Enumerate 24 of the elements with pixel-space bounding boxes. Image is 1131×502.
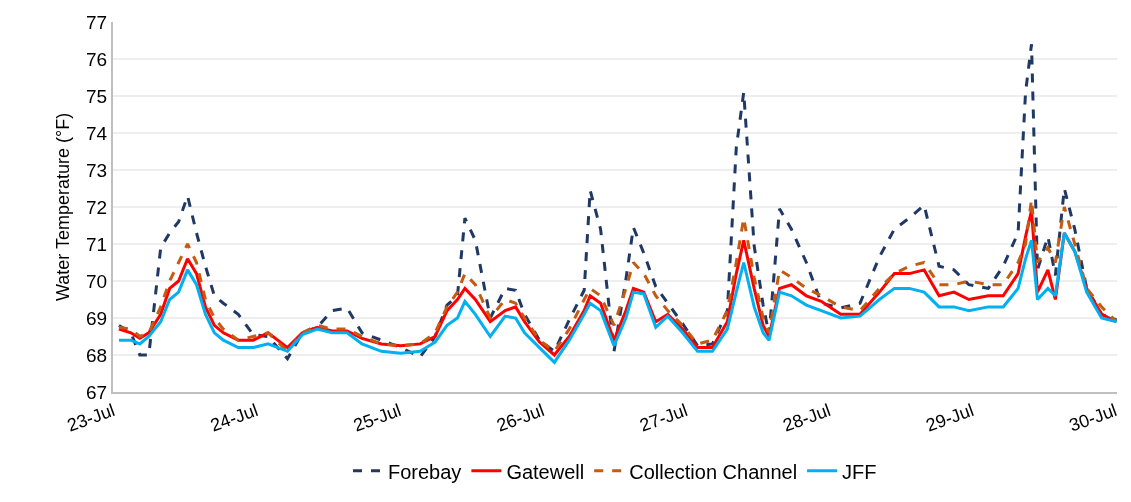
y-tick-label: 69 (86, 307, 108, 329)
legend-label: Collection Channel (629, 460, 798, 483)
legend-label: JFF (842, 460, 877, 483)
y-tick-label: 68 (86, 344, 108, 366)
y-tick-label: 75 (86, 85, 108, 107)
x-tick-label: 23-Jul (64, 400, 118, 436)
legend-label: Gatewell (506, 460, 585, 483)
y-tick-label: 74 (86, 122, 108, 144)
x-tick-label: 25-Jul (350, 400, 404, 436)
x-tick-label: 26-Jul (493, 400, 547, 436)
y-axis-title: Water Temperature (°F) (52, 112, 73, 302)
y-tick-label: 67 (86, 381, 108, 403)
y-tick-label: 76 (86, 48, 108, 70)
y-tick-label: 77 (86, 11, 108, 33)
x-tick-label: 29-Jul (923, 400, 977, 436)
x-tick-label: 28-Jul (780, 400, 834, 436)
x-tick-label: 27-Jul (637, 400, 691, 436)
y-tick-label: 72 (86, 196, 108, 218)
legend-label: Forebay (388, 460, 462, 483)
y-tick-label: 73 (86, 159, 108, 181)
x-tick-label: 30-Jul (1066, 400, 1120, 436)
y-tick-label: 70 (86, 270, 108, 292)
x-tick-label: 24-Jul (207, 400, 261, 436)
y-tick-label: 71 (86, 233, 108, 255)
